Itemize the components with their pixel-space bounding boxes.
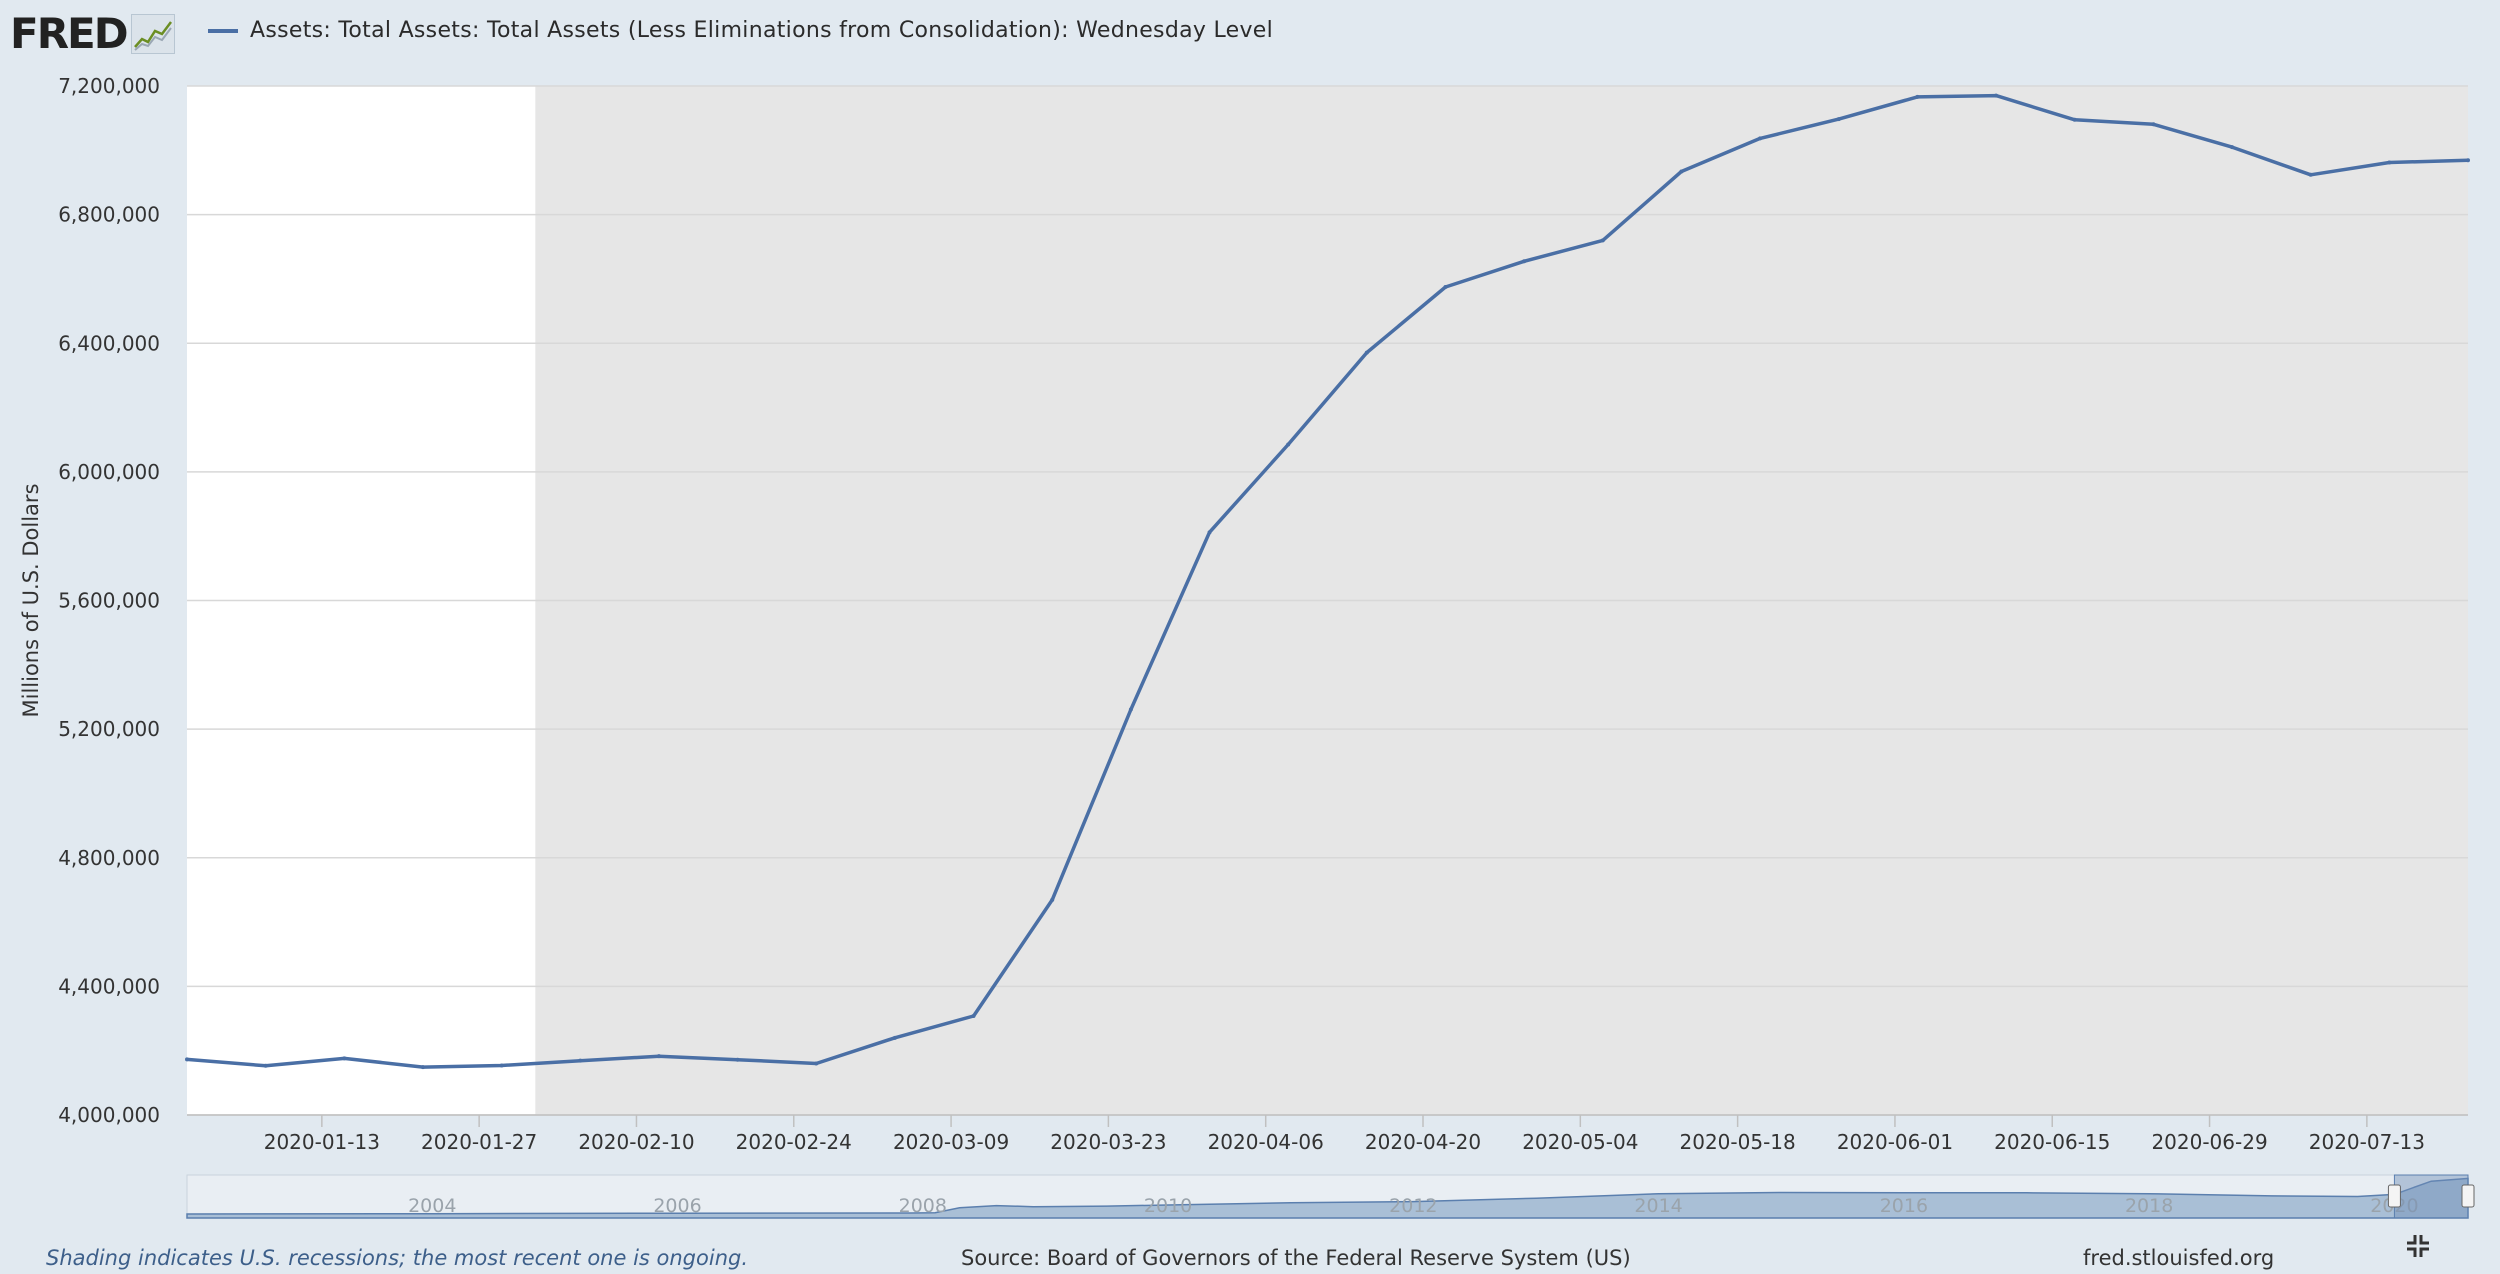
data-point — [499, 1063, 504, 1068]
legend-swatch — [208, 28, 238, 33]
data-point — [1758, 136, 1763, 141]
navigator-year-label: 2012 — [1389, 1195, 1437, 1217]
data-point — [814, 1061, 819, 1066]
navigator-handle[interactable] — [2387, 1184, 2401, 1208]
data-point — [892, 1035, 897, 1040]
source-note: Source: Board of Governors of the Federa… — [961, 1246, 1631, 1270]
data-point — [1994, 93, 1999, 98]
data-point — [1679, 169, 1684, 174]
fred-logo[interactable]: FRED — [10, 10, 175, 58]
y-tick-label: 6,800,000 — [58, 203, 160, 227]
chart-legend[interactable]: Assets: Total Assets: Total Assets (Less… — [208, 18, 1273, 43]
data-point — [1364, 350, 1369, 355]
data-point — [1050, 897, 1055, 902]
navigator-selection[interactable] — [2393, 1174, 2469, 1219]
navigator-year-label: 2014 — [1634, 1195, 1682, 1217]
data-point — [578, 1058, 583, 1063]
x-tick-label: 2020-04-20 — [1365, 1130, 1481, 1154]
data-point — [2072, 117, 2077, 122]
data-point — [1600, 238, 1605, 243]
data-point — [420, 1065, 425, 1070]
x-tick-label: 2020-04-06 — [1208, 1130, 1324, 1154]
data-point — [1836, 117, 1841, 122]
recession-note: Shading indicates U.S. recessions; the m… — [46, 1246, 749, 1270]
series-line — [186, 93, 2469, 1069]
data-point — [1443, 284, 1448, 289]
data-point — [1522, 259, 1527, 264]
data-point — [1286, 442, 1291, 447]
data-point — [342, 1056, 347, 1061]
data-point — [1207, 530, 1212, 535]
y-axis-label: Millions of U.S. Dollars — [19, 483, 43, 717]
data-point — [656, 1054, 661, 1059]
x-tick-label: 2020-01-13 — [264, 1130, 380, 1154]
data-point — [2387, 160, 2392, 165]
navigator-year-label: 2016 — [1880, 1195, 1928, 1217]
data-point — [2308, 172, 2313, 177]
data-point — [1915, 94, 1920, 99]
data-point — [2151, 122, 2156, 127]
navigator-handle[interactable] — [2461, 1184, 2475, 1208]
y-tick-label: 4,800,000 — [58, 846, 160, 870]
data-point — [2230, 145, 2235, 150]
collapse-fullscreen-icon[interactable] — [2404, 1232, 2432, 1260]
navigator-year-label: 2006 — [653, 1195, 701, 1217]
x-tick-label: 2020-07-13 — [2309, 1130, 2425, 1154]
y-tick-label: 5,200,000 — [58, 717, 160, 741]
data-point — [735, 1057, 740, 1062]
data-point — [263, 1063, 268, 1068]
navigator-year-label: 2008 — [899, 1195, 947, 1217]
legend-series-title: Assets: Total Assets: Total Assets (Less… — [250, 18, 1274, 43]
x-tick-label: 2020-03-23 — [1050, 1130, 1166, 1154]
x-tick-label: 2020-06-01 — [1837, 1130, 1953, 1154]
y-tick-label: 5,600,000 — [58, 589, 160, 613]
data-point — [185, 1057, 189, 1062]
x-tick-label: 2020-05-18 — [1680, 1130, 1796, 1154]
navigator-year-label: 2004 — [408, 1195, 456, 1217]
y-tick-label: 6,400,000 — [58, 331, 160, 355]
source-url[interactable]: fred.stlouisfed.org — [2083, 1246, 2275, 1270]
x-tick-label: 2020-01-27 — [421, 1130, 537, 1154]
x-tick-label: 2020-06-15 — [1994, 1130, 2110, 1154]
y-tick-label: 4,000,000 — [58, 1103, 160, 1127]
x-tick-label: 2020-02-24 — [736, 1130, 852, 1154]
x-tick-label: 2020-05-04 — [1522, 1130, 1638, 1154]
data-point — [971, 1013, 976, 1018]
data-point — [1128, 707, 1133, 712]
plot-area: 4,000,000 4,400,000 4,800,000 5,200,000 5,60… — [19, 74, 2470, 1154]
y-tick-label: 6,000,000 — [58, 460, 160, 484]
navigator-year-label: 2018 — [2125, 1195, 2173, 1217]
chart-header: FRED Assets: Total Assets: Total Assets … — [0, 0, 2500, 66]
navigator[interactable]: 200420062008201020122014201620182020 — [186, 1174, 2475, 1219]
fred-logo-text: FRED — [10, 9, 129, 58]
y-tick-label: 7,200,000 — [58, 74, 160, 98]
x-tick-label: 2020-06-29 — [2151, 1130, 2267, 1154]
x-tick-label: 2020-03-09 — [893, 1130, 1009, 1154]
x-tick-label: 2020-02-10 — [578, 1130, 694, 1154]
data-point — [2466, 158, 2470, 163]
navigator-year-label: 2010 — [1144, 1195, 1192, 1217]
line-graph-icon — [130, 14, 175, 54]
y-tick-label: 4,400,000 — [58, 974, 160, 998]
